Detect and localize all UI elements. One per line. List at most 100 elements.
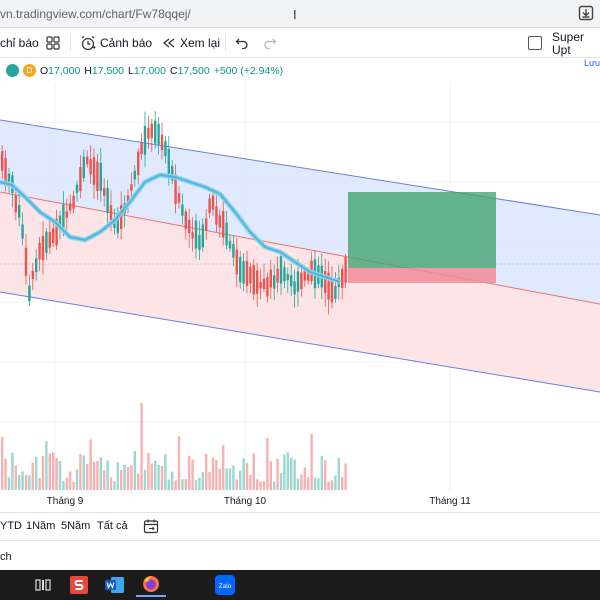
alerts-button[interactable]: Cảnh báo bbox=[80, 28, 152, 58]
candle-body-46 bbox=[157, 124, 160, 145]
candle-body-22 bbox=[75, 184, 79, 193]
volume-bar-59 bbox=[201, 472, 204, 490]
redo-icon bbox=[264, 38, 277, 49]
candle-body-73 bbox=[249, 266, 252, 284]
volume-bar-92 bbox=[313, 477, 317, 490]
volume-bar-60 bbox=[205, 453, 208, 490]
templates-button[interactable] bbox=[46, 28, 60, 58]
task-view-button[interactable] bbox=[28, 573, 58, 597]
zalo-button[interactable]: Zalo bbox=[210, 573, 240, 597]
candle-body-62 bbox=[211, 195, 215, 210]
word-icon bbox=[105, 577, 124, 593]
xaxis-label-sep: Tháng 9 bbox=[46, 496, 84, 507]
close-value: 17,500 bbox=[177, 64, 210, 77]
volume-bar-6 bbox=[21, 471, 24, 490]
candle-body-8 bbox=[28, 285, 31, 302]
download-icon[interactable] bbox=[578, 5, 594, 21]
volume-bar-13 bbox=[45, 441, 48, 490]
volume-bar-40 bbox=[137, 473, 140, 490]
xaxis-label-nov: Tháng 11 bbox=[429, 496, 471, 507]
price-chart[interactable] bbox=[0, 82, 600, 492]
candle-body-100 bbox=[341, 268, 344, 288]
layout-name-button[interactable]: Super Upt Lưu bbox=[552, 31, 600, 70]
candle-body-55 bbox=[188, 219, 191, 234]
volume-bar-88 bbox=[300, 474, 303, 490]
redo-button[interactable] bbox=[263, 28, 277, 58]
candle-body-5 bbox=[18, 204, 21, 218]
layout-checkbox[interactable] bbox=[528, 28, 542, 58]
volume-bars bbox=[1, 403, 347, 490]
volume-bar-21 bbox=[72, 481, 75, 490]
volume-bar-22 bbox=[75, 469, 79, 490]
volume-bar-93 bbox=[317, 478, 320, 490]
indicators-button[interactable]: chỉ báo bbox=[0, 28, 39, 58]
candle-body-58 bbox=[198, 234, 201, 250]
volume-bar-61 bbox=[208, 472, 211, 490]
candle-body-56 bbox=[191, 232, 194, 239]
candle-body-45 bbox=[154, 120, 157, 144]
candle-body-38 bbox=[130, 184, 133, 191]
volume-bar-9 bbox=[31, 462, 34, 490]
volume-bar-7 bbox=[24, 474, 28, 490]
candle-body-37 bbox=[126, 195, 130, 206]
volume-bar-19 bbox=[65, 477, 68, 490]
channel-lower-fill bbox=[0, 192, 600, 392]
range-all[interactable]: Tất cả bbox=[97, 520, 128, 532]
candle-body-48 bbox=[164, 140, 167, 157]
candle-body-76 bbox=[259, 282, 262, 289]
moving-average bbox=[0, 172, 341, 285]
candle-body-1 bbox=[4, 157, 7, 186]
word-button[interactable] bbox=[100, 573, 130, 597]
checkbox-icon bbox=[528, 36, 542, 50]
time-axis: Tháng 9 Tháng 10 Tháng 11 bbox=[0, 492, 600, 510]
volume-bar-33 bbox=[113, 481, 116, 490]
volume-bar-101 bbox=[344, 463, 347, 490]
task-view-icon bbox=[35, 579, 51, 591]
volume-bar-79 bbox=[269, 461, 272, 490]
candle-body-61 bbox=[208, 198, 211, 214]
candle-body-32 bbox=[109, 205, 113, 221]
volume-bar-31 bbox=[106, 460, 109, 490]
volume-bar-48 bbox=[164, 454, 167, 490]
go-to-date-icon[interactable] bbox=[143, 518, 159, 534]
candle-body-82 bbox=[279, 256, 283, 284]
url-text[interactable]: vn.tradingview.com/chart/Fw78qqej/ bbox=[0, 7, 191, 21]
high-value: 17,500 bbox=[91, 64, 125, 77]
volume-bar-62 bbox=[211, 457, 215, 490]
volume-bar-70 bbox=[239, 470, 242, 490]
date-range-bar: YTD 1Năm 5Năm Tất cả bbox=[0, 512, 600, 538]
undo-icon bbox=[235, 38, 248, 49]
candle-body-23 bbox=[79, 166, 82, 192]
range-ytd[interactable]: YTD bbox=[0, 520, 22, 532]
volume-bar-5 bbox=[18, 475, 21, 490]
firefox-button[interactable] bbox=[136, 573, 166, 597]
volume-bar-91 bbox=[310, 433, 313, 490]
candle-body-24 bbox=[82, 156, 85, 179]
candle-body-27 bbox=[92, 157, 96, 185]
volume-bar-96 bbox=[327, 481, 330, 490]
candles bbox=[1, 110, 347, 315]
volume-bar-26 bbox=[89, 439, 92, 490]
candle-body-30 bbox=[103, 187, 106, 196]
app-s-button[interactable] bbox=[64, 573, 94, 597]
volume-bar-77 bbox=[262, 481, 266, 490]
undo-button[interactable] bbox=[235, 28, 249, 58]
close-label: C bbox=[169, 64, 178, 77]
candle-body-0 bbox=[1, 151, 4, 171]
candle-body-34 bbox=[116, 214, 119, 234]
volume-bar-49 bbox=[167, 479, 170, 490]
volume-bar-74 bbox=[252, 453, 255, 490]
candle-body-17 bbox=[58, 215, 62, 229]
candle-body-50 bbox=[171, 166, 174, 181]
bottom-panel-tab[interactable]: ch bbox=[0, 551, 12, 563]
replay-button[interactable]: Xem lại bbox=[162, 28, 220, 58]
volume-bar-80 bbox=[273, 481, 276, 490]
candle-body-67 bbox=[228, 240, 232, 249]
candle-body-101 bbox=[344, 257, 347, 283]
range-1y[interactable]: 1Năm bbox=[26, 520, 56, 532]
candle-body-87 bbox=[296, 271, 300, 292]
range-5y[interactable]: 5Năm bbox=[61, 520, 91, 532]
volume-bar-46 bbox=[157, 464, 160, 490]
volume-bar-32 bbox=[109, 477, 113, 490]
candle-body-6 bbox=[21, 224, 24, 239]
